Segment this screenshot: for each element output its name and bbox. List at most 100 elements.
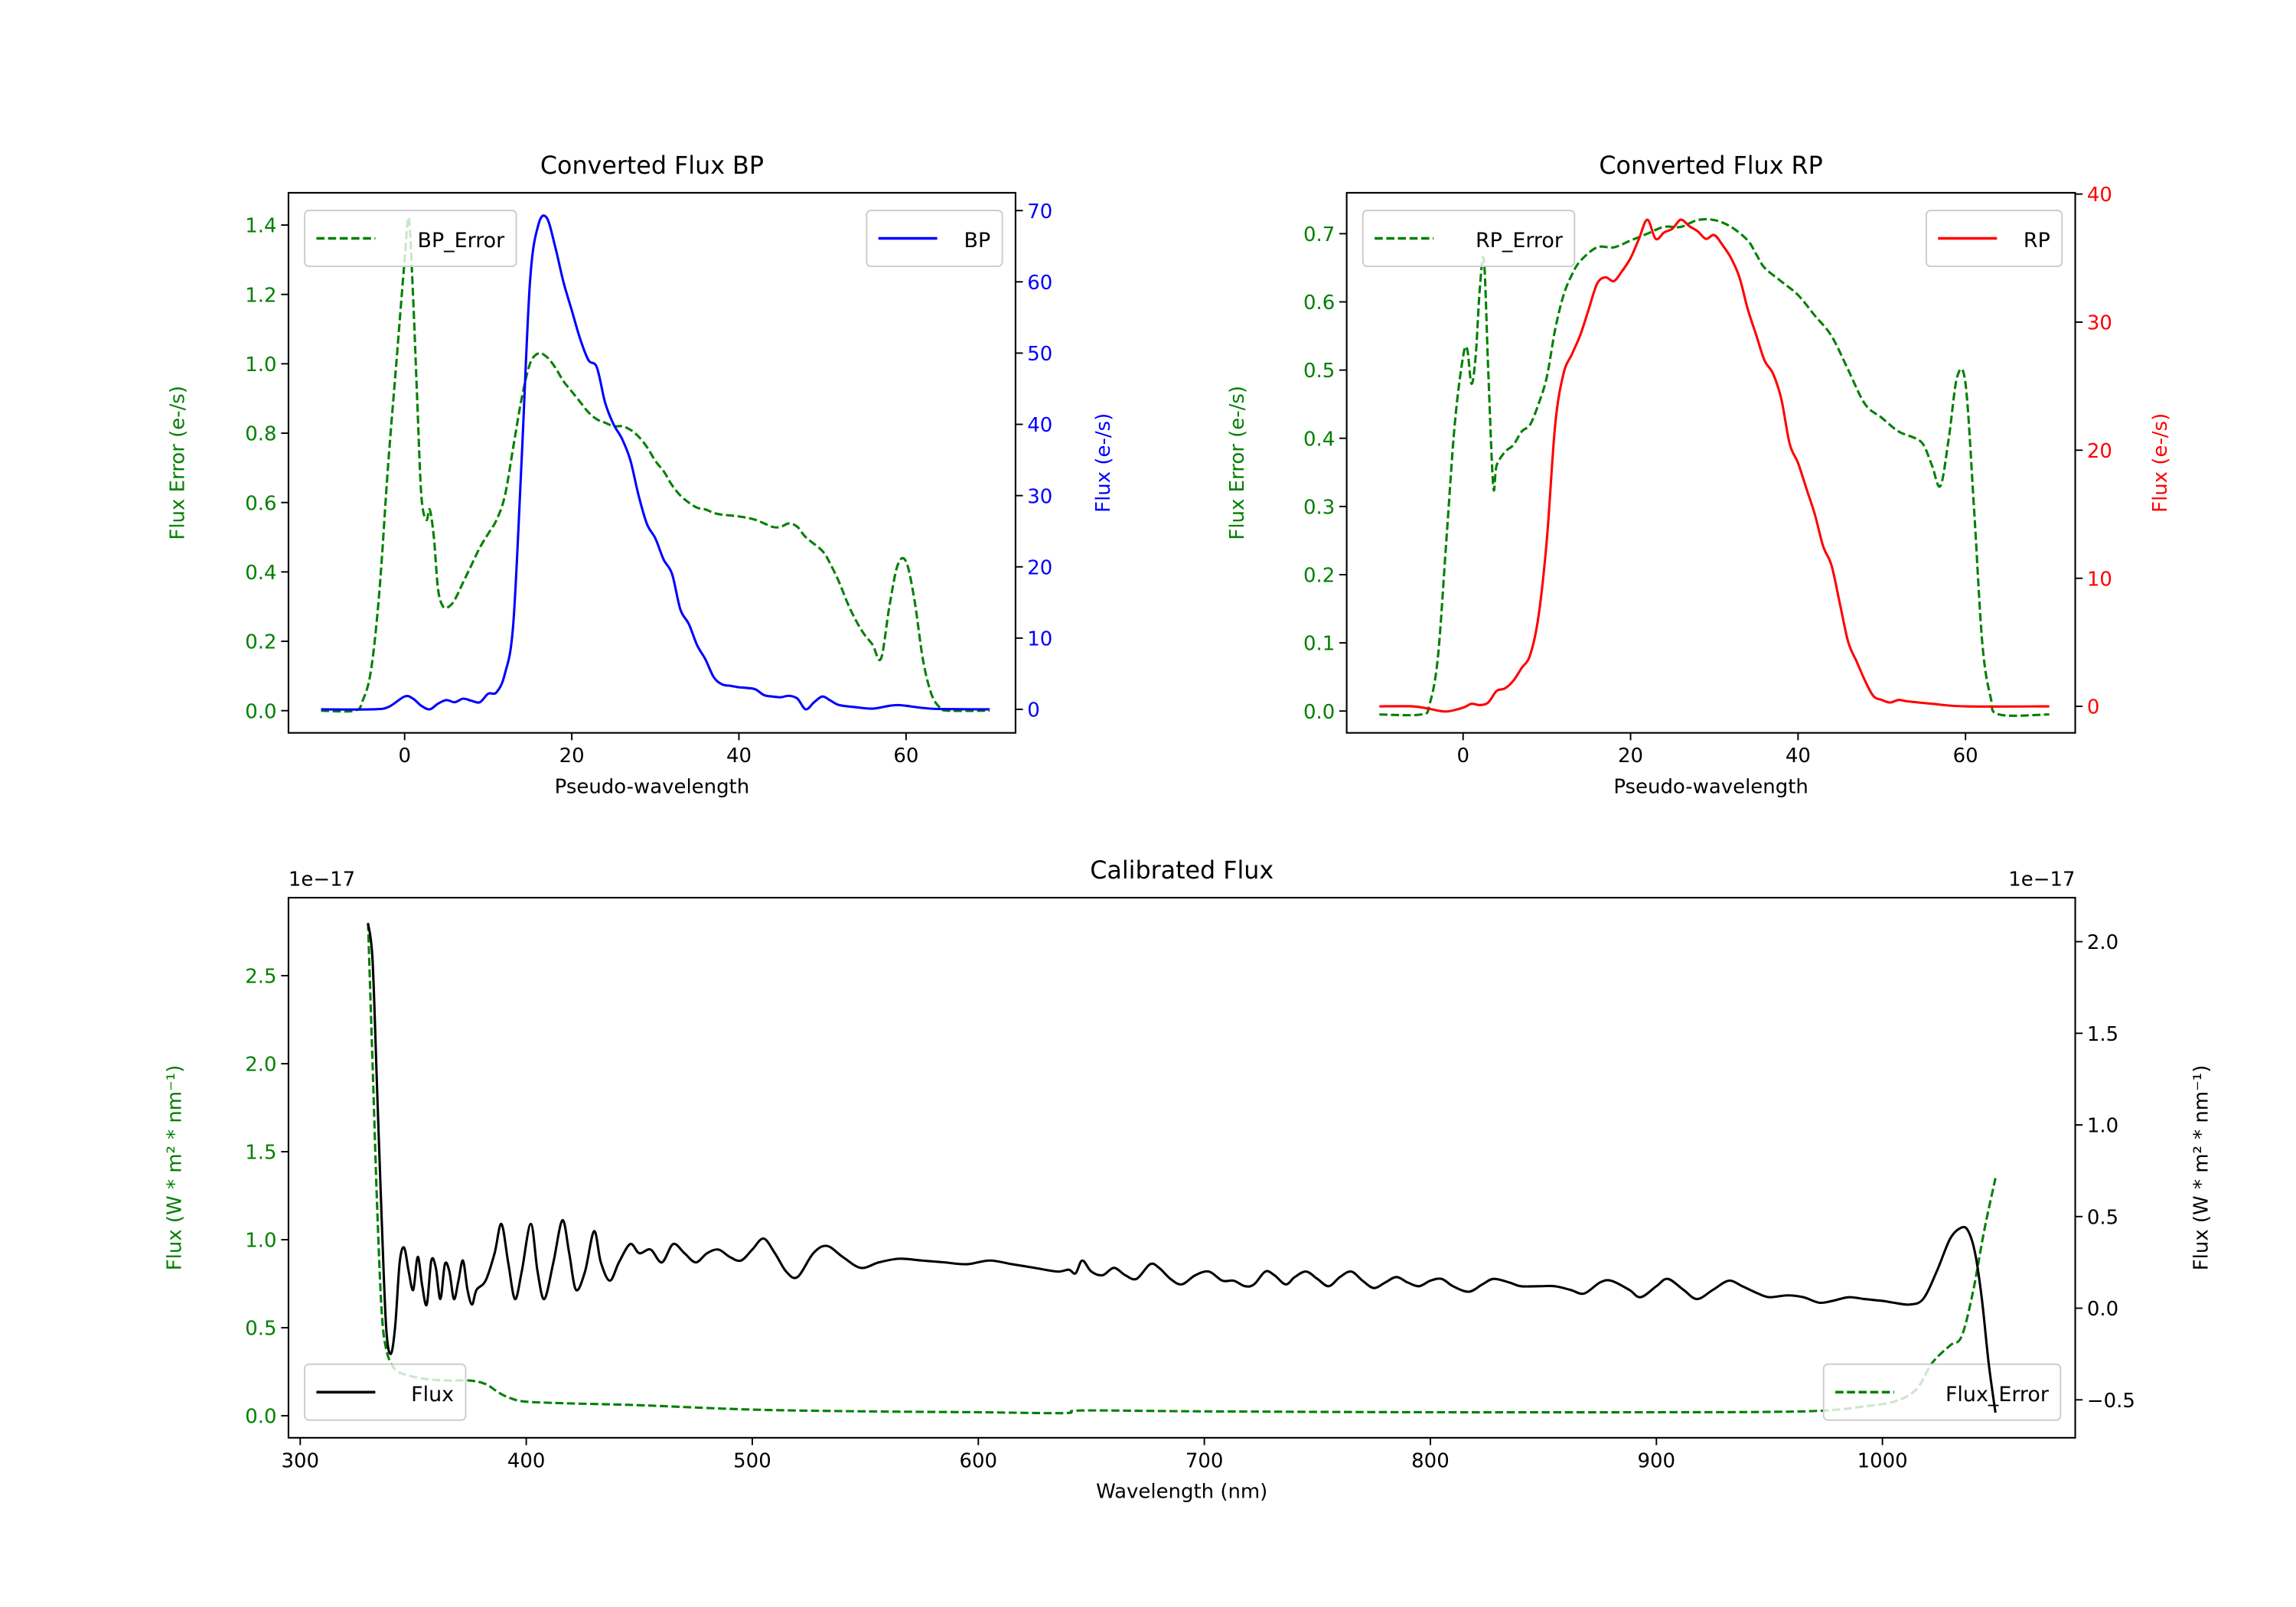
- legend-bp-error: BP_Error: [304, 210, 517, 268]
- right-y-tick-label: 1.5: [2087, 1023, 2118, 1046]
- legend-rp: RP: [1925, 210, 2063, 268]
- right-y-tick-label: 1.0: [2087, 1115, 2118, 1138]
- right-y-tick-label: 50: [1027, 343, 1052, 366]
- right-y-tick-label: 30: [1027, 485, 1052, 508]
- left-y-tick-label: 0.2: [245, 631, 276, 654]
- x-axis-label: Pseudo-wavelength: [1613, 776, 1808, 799]
- left-y-tick-label: 0.4: [1303, 428, 1335, 451]
- chart-title: Converted Flux BP: [540, 152, 764, 180]
- x-tick-label: 0: [1456, 745, 1469, 768]
- left-y-tick-label: 1.4: [245, 215, 276, 238]
- right-y-tick-label: 30: [2087, 312, 2112, 335]
- left-y-tick-label: 1.0: [245, 1230, 276, 1253]
- left-y-tick-label: 2.0: [245, 1054, 276, 1077]
- x-tick-label: 20: [559, 745, 585, 768]
- left-y-tick-label: 0.5: [1303, 360, 1335, 383]
- right-y-tick-label: 0: [2087, 696, 2100, 719]
- x-tick-label: 600: [960, 1449, 998, 1472]
- series-line-rp: [1379, 218, 2050, 713]
- legend-flux: Flux: [304, 1363, 467, 1421]
- right-y-tick-label: 0.0: [2087, 1298, 2118, 1321]
- chart-2: Calibrated Flux 300 400 500 600 700 800 900 1000…: [164, 857, 2213, 1504]
- x-tick-label: 900: [1638, 1449, 1676, 1472]
- right-y-axis-label: Flux (e-/s): [1092, 413, 1115, 513]
- legend-label: Flux: [411, 1383, 454, 1407]
- right-y-tick-label: 20: [1027, 556, 1052, 579]
- legend-label: BP: [964, 229, 991, 253]
- x-tick-label: 800: [1411, 1449, 1450, 1472]
- chart-0: Converted Flux BP 0 20 40 60 Pseudo-wavelengt…: [166, 152, 1115, 799]
- right-y-tick-label: 40: [2087, 184, 2112, 207]
- series-line-bp: [321, 214, 990, 711]
- left-y-tick-label: 2.5: [245, 966, 276, 989]
- left-y-tick-label: 0.1: [1303, 633, 1335, 656]
- left-y-tick-label: 0.0: [245, 1406, 276, 1429]
- legend-box: [1362, 210, 1576, 268]
- right-y-tick-label: 40: [1027, 414, 1052, 437]
- series-line-bp-error: [321, 216, 990, 713]
- right-y-axis-label: Flux (W * m² * nm⁻¹): [2190, 1065, 2213, 1271]
- right-offset-text: 1e−17: [2008, 869, 2075, 892]
- x-axis-label: Wavelength (nm): [1096, 1481, 1267, 1504]
- x-tick-label: 700: [1186, 1449, 1224, 1472]
- right-y-tick-label: 20: [2087, 440, 2112, 463]
- left-y-tick-label: 1.5: [245, 1142, 276, 1165]
- legend-label: Flux_Error: [1945, 1383, 2050, 1407]
- left-y-tick-label: 0.4: [245, 562, 276, 585]
- left-y-tick-label: 1.0: [245, 354, 276, 376]
- left-y-tick-label: 0.0: [245, 700, 276, 723]
- left-y-tick-label: 0.5: [245, 1318, 276, 1341]
- chart-title: Converted Flux RP: [1599, 152, 1822, 180]
- right-y-tick-label: 0: [1027, 699, 1040, 722]
- x-tick-label: 400: [507, 1449, 546, 1472]
- left-offset-text: 1e−17: [289, 869, 355, 892]
- right-y-tick-label: 10: [1027, 627, 1052, 650]
- axes-frame: [1345, 191, 2076, 734]
- legend-label: RP_Error: [1476, 229, 1564, 253]
- x-tick-label: 60: [1953, 745, 1978, 768]
- chart-title: Calibrated Flux: [1090, 857, 1274, 885]
- series-line-flux: [367, 923, 1997, 1413]
- left-y-tick-label: 0.0: [1303, 701, 1335, 724]
- legend-bp: BP: [866, 210, 1003, 268]
- legend-flux-error: Flux_Error: [1822, 1363, 2062, 1421]
- chart-1: Converted Flux RP 0 20 40 60 Pseudo-wavelengt…: [1226, 152, 2172, 799]
- x-tick-label: 60: [893, 745, 918, 768]
- legend-label: BP_Error: [417, 229, 505, 253]
- x-tick-label: 20: [1618, 745, 1643, 768]
- right-y-axis-label: Flux (e-/s): [2149, 413, 2172, 513]
- left-y-tick-label: 0.7: [1303, 223, 1335, 246]
- x-tick-label: 300: [282, 1449, 320, 1472]
- series-line-flux-error: [367, 922, 1997, 1415]
- legend-rp-error: RP_Error: [1362, 210, 1576, 268]
- left-y-axis-label: Flux Error (e-/s): [1226, 386, 1249, 540]
- x-tick-label: 500: [733, 1449, 771, 1472]
- left-y-axis-label: Flux (W * m² * nm⁻¹): [164, 1065, 187, 1271]
- left-y-tick-label: 0.6: [245, 492, 276, 515]
- x-tick-label: 40: [1786, 745, 1811, 768]
- left-y-tick-label: 0.2: [1303, 565, 1335, 588]
- x-axis-label: Pseudo-wavelength: [555, 776, 750, 799]
- legend-box: [304, 210, 517, 268]
- right-y-tick-label: −0.5: [2087, 1390, 2135, 1413]
- right-y-tick-label: 0.5: [2087, 1206, 2118, 1229]
- legend-label: RP: [2024, 229, 2050, 253]
- x-tick-label: 0: [398, 745, 411, 768]
- left-y-axis-label: Flux Error (e-/s): [166, 386, 189, 540]
- legend-box: [1822, 1363, 2062, 1421]
- axes-frame: [287, 897, 2076, 1439]
- right-y-tick-label: 10: [2087, 568, 2112, 591]
- left-y-tick-label: 1.2: [245, 284, 276, 307]
- series-line-rp-error: [1379, 217, 2050, 717]
- legend-box: [304, 1363, 467, 1421]
- left-y-tick-label: 0.6: [1303, 292, 1335, 315]
- x-tick-label: 40: [726, 745, 752, 768]
- right-y-tick-label: 2.0: [2087, 931, 2118, 954]
- left-y-tick-label: 0.8: [245, 423, 276, 446]
- axes-frame: [287, 191, 1016, 734]
- x-tick-label: 1000: [1857, 1449, 1908, 1472]
- right-y-tick-label: 70: [1027, 200, 1052, 223]
- right-y-tick-label: 60: [1027, 272, 1052, 295]
- left-y-tick-label: 0.3: [1303, 496, 1335, 519]
